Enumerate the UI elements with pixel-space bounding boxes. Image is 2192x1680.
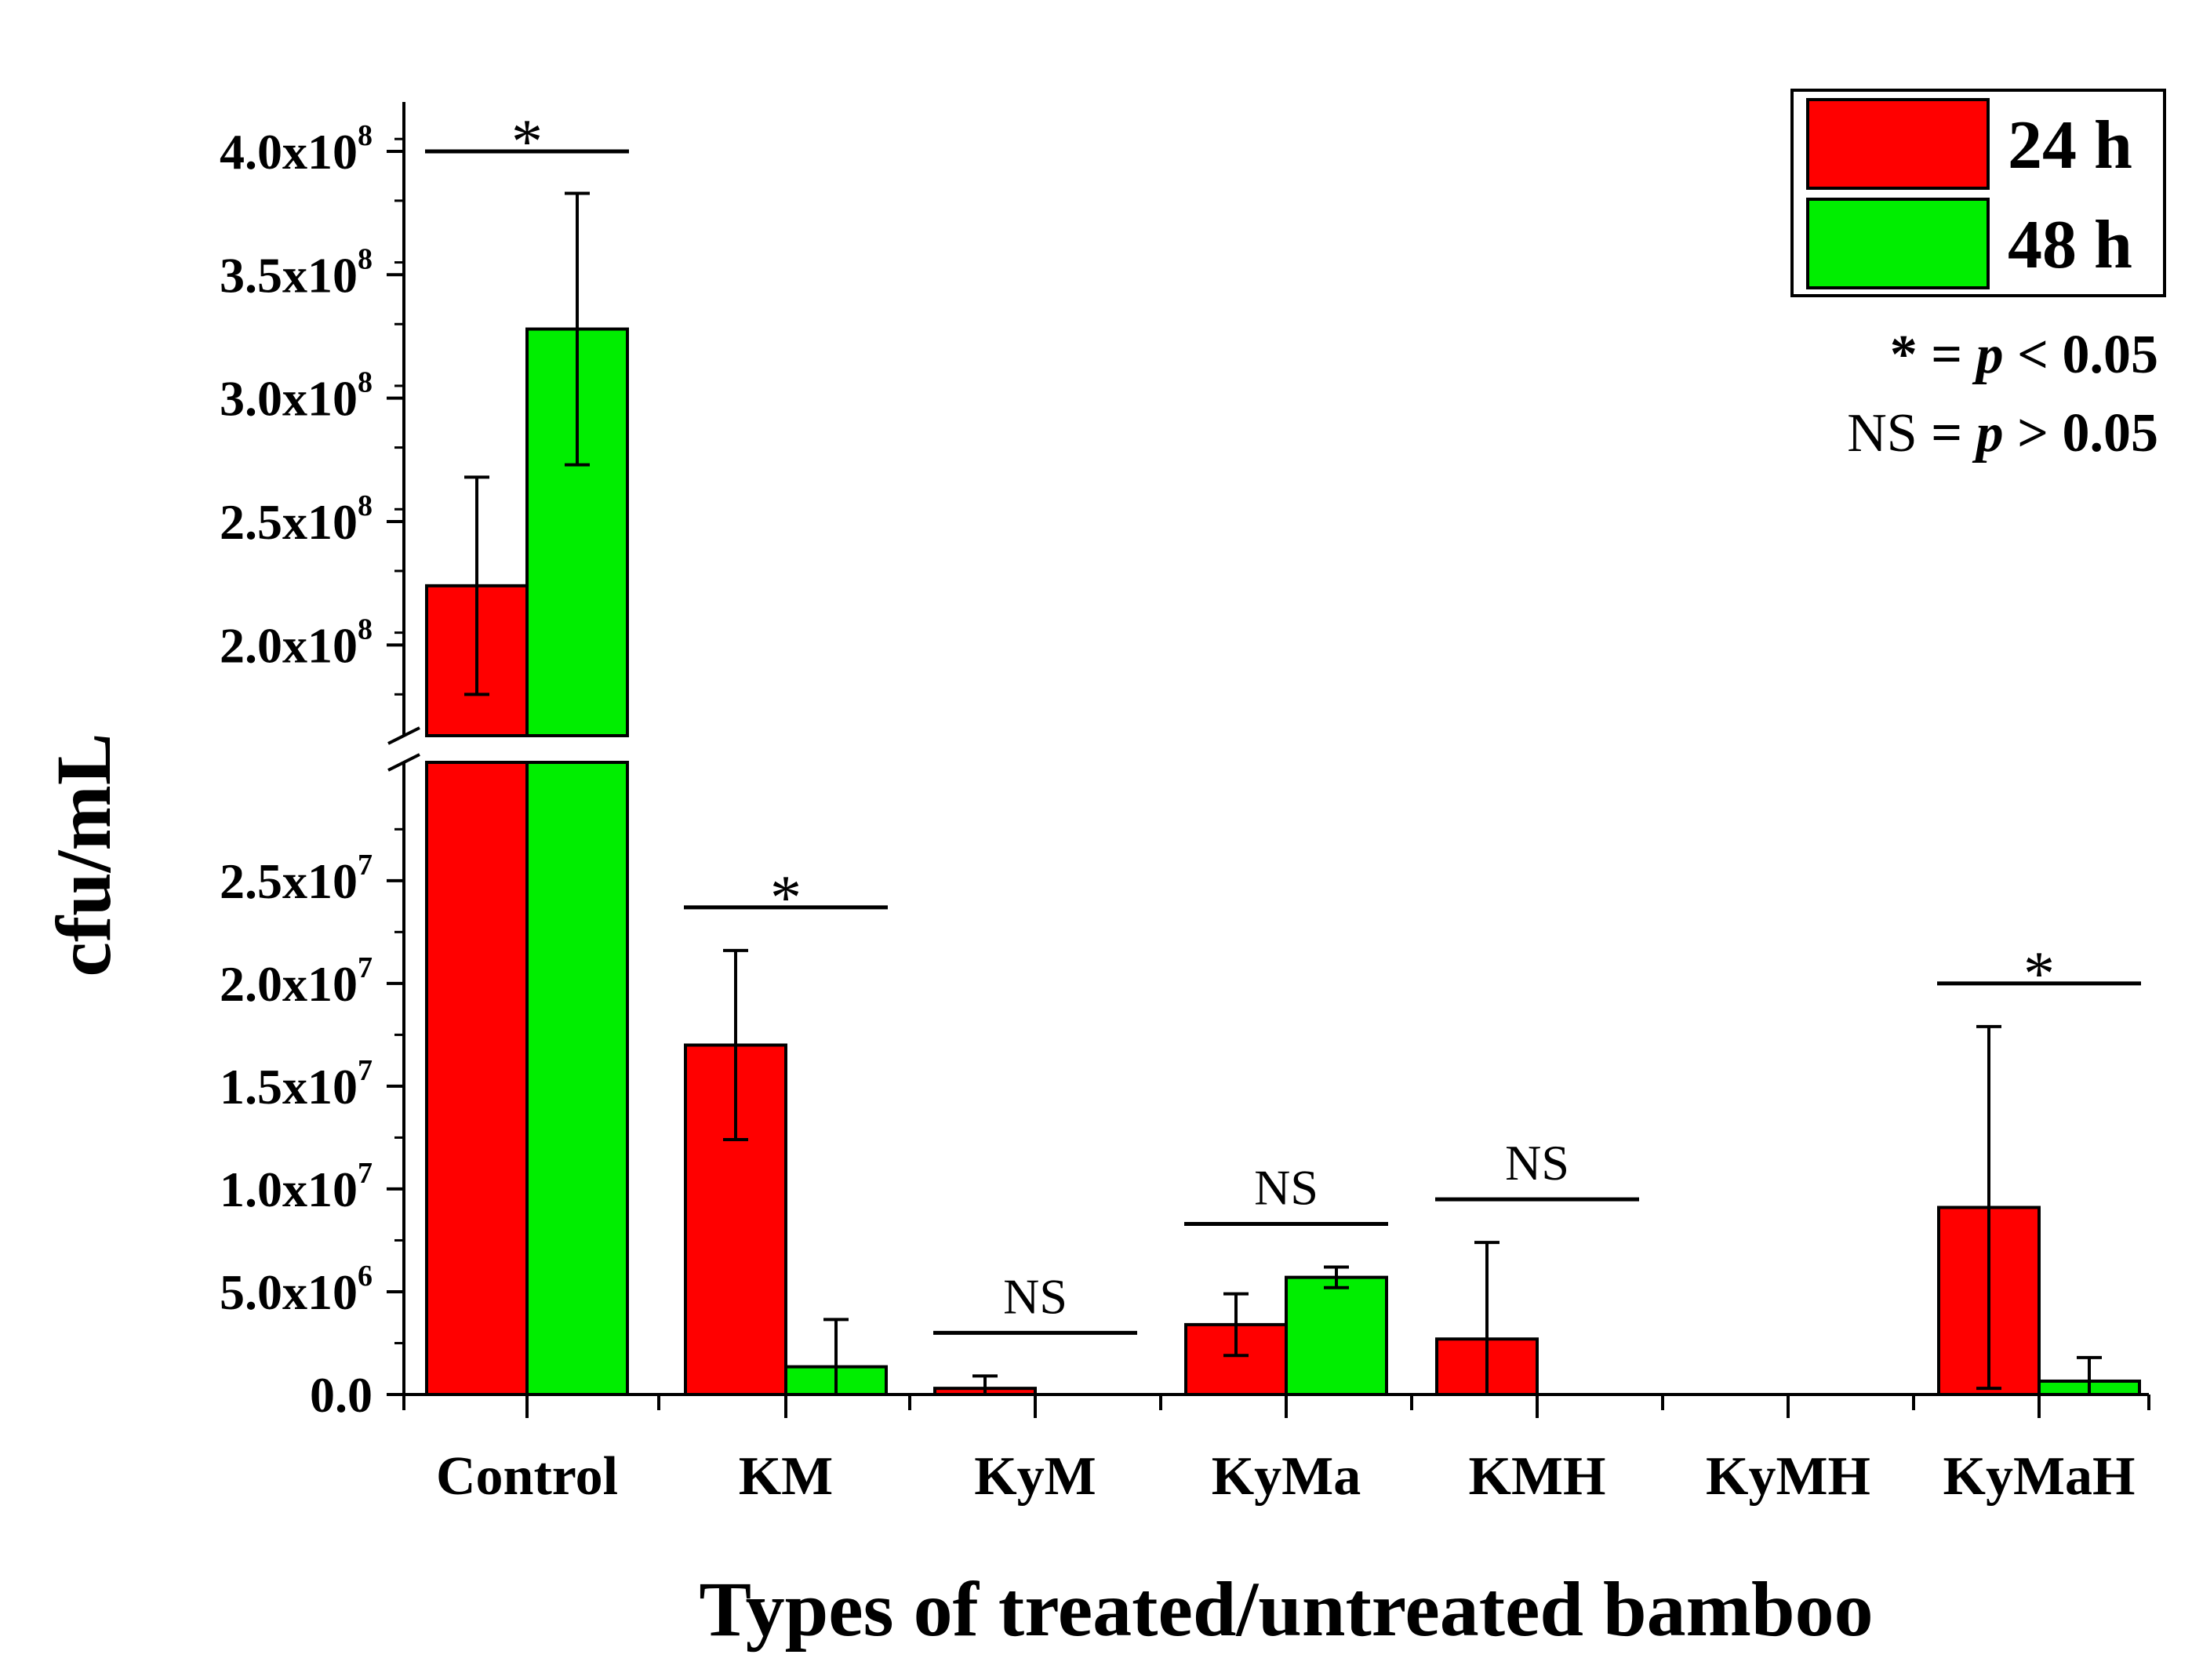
note-star-prefix: * xyxy=(1890,325,1918,385)
tick-base: 4.0x10 xyxy=(220,124,358,180)
tick-base: 2.5x10 xyxy=(220,494,358,550)
significance-label: * xyxy=(511,107,543,176)
note-ns-eq: = xyxy=(1918,403,1976,464)
x-axis-title: Types of treated/untreated bamboo xyxy=(699,1565,1873,1653)
error-bar-kyma-24h xyxy=(1223,1292,1249,1358)
tick-exponent: 8 xyxy=(358,366,373,399)
y-tick-label-lower-4: 2.0x107 xyxy=(220,951,373,1012)
tick-base: 2.0x10 xyxy=(220,617,358,673)
axis-layer: 0.05.0x1061.0x1071.5x1072.0x1072.5x1072.… xyxy=(220,102,2150,1507)
tick-exponent: 7 xyxy=(358,951,373,984)
note-ns-rel: > 0.05 xyxy=(2004,403,2158,464)
note-star: * = p < 0.05 xyxy=(1890,325,2158,385)
significance-label: * xyxy=(2023,940,2055,1009)
x-tick-label-kymah: KyMaH xyxy=(1943,1446,2136,1507)
tick-base: 3.0x10 xyxy=(220,371,358,427)
tick-base: 5.0x10 xyxy=(220,1264,358,1320)
tick-exponent: 7 xyxy=(358,1054,373,1087)
tick-base: 1.0x10 xyxy=(220,1162,358,1217)
bars-layer xyxy=(396,191,2141,1397)
significance-kym: NS xyxy=(933,1268,1137,1335)
x-tick-label-km: KM xyxy=(739,1446,834,1507)
tick-exponent: 7 xyxy=(358,1157,373,1190)
legend-swatch-48h xyxy=(1806,198,1990,289)
x-tick-label-kyma: KyMa xyxy=(1212,1446,1361,1507)
error-bar-km-48h xyxy=(823,1318,849,1395)
note-ns: NS = p > 0.05 xyxy=(1847,403,2158,464)
axis-break-mark-top xyxy=(387,726,420,745)
error-bar-control-48h xyxy=(565,191,590,467)
significance-label: NS xyxy=(1254,1160,1318,1216)
tick-base: 2.5x10 xyxy=(220,853,358,909)
y-axis-title: cfu/mL xyxy=(40,733,127,976)
bar-kyma-48h xyxy=(1285,1275,1388,1397)
error-bar-kyma-48h xyxy=(1324,1265,1349,1289)
y-tick-label-lower-1: 5.0x106 xyxy=(220,1260,373,1320)
axis-break-mark-bottom xyxy=(387,753,420,772)
tick-base: 1.5x10 xyxy=(220,1059,358,1115)
bar-control-24h-lower xyxy=(425,761,529,1396)
significance-kymah: * xyxy=(1937,940,2141,1009)
tick-exponent: 8 xyxy=(358,613,373,645)
error-bar-kymah-48h xyxy=(2077,1355,2102,1395)
error-bar-km-24h xyxy=(723,948,748,1142)
legend-label-48h: 48 h xyxy=(2008,207,2132,283)
y-tick-label-lower-2: 1.0x107 xyxy=(220,1157,373,1217)
y-tick-label-lower-3: 1.5x107 xyxy=(220,1054,373,1115)
x-tick-label-kymh: KyMH xyxy=(1706,1446,1870,1507)
legend-label-24h: 24 h xyxy=(2008,107,2132,184)
tick-base: 3.5x10 xyxy=(220,247,358,303)
y-tick-label-upper-0: 2.0x108 xyxy=(220,613,373,673)
y-tick-label-lower-0: 0.0 xyxy=(310,1367,373,1423)
tick-exponent: 7 xyxy=(358,849,373,882)
x-tick-label-control: Control xyxy=(436,1446,618,1507)
tick-exponent: 8 xyxy=(358,119,373,152)
tick-exponent: 8 xyxy=(358,489,373,522)
y-tick-label-upper-3: 3.5x108 xyxy=(220,242,373,303)
significance-kmh: NS xyxy=(1435,1135,1639,1202)
significance-kyma: NS xyxy=(1184,1160,1388,1227)
legend-swatch-24h xyxy=(1806,98,1990,190)
bar-control-48h-lower xyxy=(525,761,629,1396)
significance-control: * xyxy=(425,107,629,176)
legend: 24 h 48 h xyxy=(1790,89,2166,297)
significance-label: NS xyxy=(1003,1268,1067,1324)
error-bar-kmh-24h xyxy=(1474,1241,1500,1395)
significance-notes: * = p < 0.05 NS = p > 0.05 xyxy=(1847,325,2158,464)
significance-label: * xyxy=(770,864,802,933)
note-star-rel: < 0.05 xyxy=(2004,325,2158,385)
error-bar-kymah-24h xyxy=(1976,1024,2001,1391)
tick-base: 2.0x10 xyxy=(220,956,358,1012)
note-ns-p: p xyxy=(1972,403,2004,464)
x-tick-label-kym: KyM xyxy=(974,1446,1096,1507)
error-bar-kym-24h xyxy=(972,1374,998,1395)
significance-label: NS xyxy=(1505,1135,1569,1191)
y-tick-label-upper-1: 2.5x108 xyxy=(220,489,373,550)
note-star-p: p xyxy=(1972,325,2004,385)
axis-break-gap xyxy=(396,737,1055,761)
tick-exponent: 8 xyxy=(358,242,373,275)
significance-layer: * * NS NS NS * xyxy=(425,107,2141,1335)
note-star-eq: = xyxy=(1918,325,1976,385)
tick-base: 0.0 xyxy=(310,1367,373,1423)
tick-exponent: 6 xyxy=(358,1260,373,1293)
x-tick-label-kmh: KMH xyxy=(1469,1446,1606,1507)
y-tick-label-upper-2: 3.0x108 xyxy=(220,366,373,427)
y-tick-label-lower-5: 2.5x107 xyxy=(220,849,373,909)
y-tick-label-upper-4: 4.0x108 xyxy=(220,119,373,180)
significance-km: * xyxy=(684,864,888,933)
error-bar-control-24h xyxy=(464,475,489,696)
note-ns-prefix: NS xyxy=(1847,403,1917,464)
